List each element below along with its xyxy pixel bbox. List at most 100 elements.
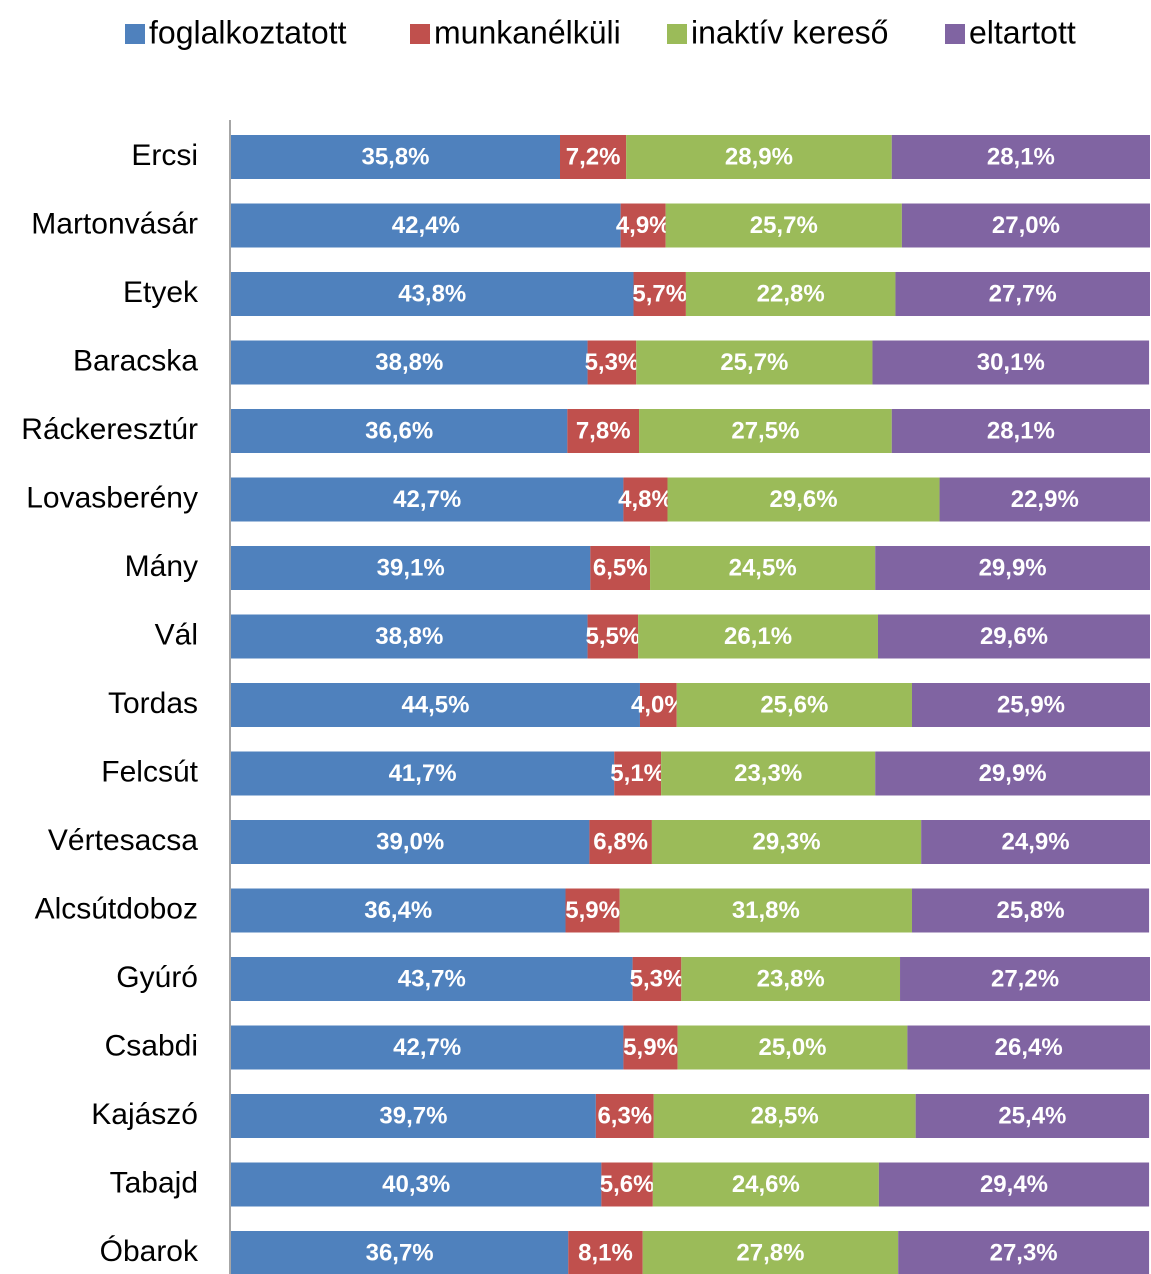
bar-segment — [901, 203, 1150, 248]
bar-segment — [626, 135, 892, 179]
bar-segment — [633, 272, 686, 316]
value-label: 42,4% — [392, 212, 460, 239]
category-label: Vál — [155, 618, 198, 651]
category-label: Mány — [125, 550, 198, 583]
bar-segment — [651, 820, 922, 864]
bar-segment — [231, 1231, 569, 1274]
value-label: 5,1% — [610, 760, 665, 787]
bar-segment — [878, 1162, 1150, 1207]
bar-segment — [921, 820, 1150, 864]
value-label: 29,9% — [979, 760, 1047, 787]
value-label: 6,3% — [597, 1102, 652, 1129]
value-label: 27,7% — [989, 280, 1057, 307]
value-label: 43,8% — [398, 280, 466, 307]
bar-segment — [560, 135, 627, 179]
category-label: Gyúró — [116, 961, 198, 994]
bar-segment — [231, 888, 566, 933]
value-label: 42,7% — [393, 1034, 461, 1061]
value-label: 36,6% — [365, 417, 433, 444]
value-label: 7,8% — [576, 417, 631, 444]
bar-segment — [589, 820, 652, 864]
value-label: 36,7% — [366, 1239, 434, 1266]
value-label: 25,4% — [998, 1102, 1066, 1129]
value-label: 30,1% — [977, 349, 1045, 376]
bar-segment — [231, 477, 624, 522]
value-label: 24,9% — [1002, 828, 1070, 855]
category-label: Etyek — [123, 276, 199, 309]
value-label: 26,4% — [995, 1034, 1063, 1061]
value-label: 41,7% — [389, 760, 457, 787]
value-label: 38,8% — [375, 623, 443, 650]
value-label: 26,1% — [724, 623, 792, 650]
bar-segment — [231, 1094, 596, 1138]
category-label: Ráckeresztúr — [21, 413, 198, 446]
category-label: Tordas — [108, 687, 198, 720]
bar-segment — [567, 409, 640, 453]
value-label: 22,8% — [757, 280, 825, 307]
value-label: 40,3% — [382, 1171, 450, 1198]
value-label: 4,9% — [616, 212, 671, 239]
bar-segment — [614, 751, 662, 796]
bar-segment — [877, 614, 1150, 659]
bar-segment — [939, 477, 1150, 522]
bar-segment — [895, 272, 1150, 316]
category-label: Baracska — [73, 344, 198, 377]
value-label: 24,5% — [729, 554, 797, 581]
bar-segment — [231, 546, 591, 590]
bar-segment — [911, 683, 1150, 727]
bar-segment — [911, 888, 1150, 933]
bar-segment — [231, 751, 615, 796]
value-label: 5,6% — [600, 1171, 655, 1198]
bar-segment — [231, 683, 640, 727]
value-label: 23,8% — [757, 965, 825, 992]
bar-segment — [231, 957, 633, 1001]
value-label: 5,3% — [585, 349, 640, 376]
legend-swatch — [125, 24, 145, 44]
value-label: 8,1% — [578, 1239, 633, 1266]
category-label: Csabdi — [105, 1029, 198, 1062]
bar-segment — [231, 340, 588, 385]
value-label: 39,0% — [376, 828, 444, 855]
bar-segment — [872, 340, 1150, 385]
value-label: 29,3% — [753, 828, 821, 855]
bar-segment — [652, 1162, 879, 1207]
value-label: 28,1% — [987, 417, 1055, 444]
bar-segment — [891, 409, 1150, 453]
legend-swatch — [410, 24, 430, 44]
value-label: 27,0% — [992, 212, 1060, 239]
category-label: Lovasberény — [26, 481, 198, 514]
bar-segment — [619, 888, 912, 933]
bar-segment — [639, 683, 677, 727]
bar-segment — [587, 340, 637, 385]
value-label: 44,5% — [401, 691, 469, 718]
bar-segment — [681, 957, 901, 1001]
value-label: 25,0% — [758, 1034, 826, 1061]
value-label: 6,8% — [593, 828, 648, 855]
bar-segment — [638, 614, 878, 659]
bar-segment — [677, 1025, 908, 1070]
legend-label: inaktív kereső — [691, 14, 888, 50]
value-label: 5,5% — [585, 623, 640, 650]
bar-segment — [636, 340, 873, 385]
bar-segment — [661, 751, 876, 796]
legend-label: foglalkoztatott — [149, 14, 347, 50]
category-label: Kajászó — [91, 1098, 198, 1131]
value-label: 27,3% — [990, 1239, 1058, 1266]
category-label: Tabajd — [110, 1166, 198, 1199]
value-label: 5,3% — [630, 965, 685, 992]
legend-label: eltartott — [969, 14, 1076, 50]
bar-segment — [231, 1025, 624, 1070]
value-label: 35,8% — [361, 143, 429, 170]
value-label: 25,7% — [750, 212, 818, 239]
value-label: 5,9% — [565, 897, 620, 924]
value-label: 31,8% — [732, 897, 800, 924]
category-label: Óbarok — [100, 1235, 199, 1268]
bar-segment — [231, 272, 634, 316]
value-label: 38,8% — [375, 349, 443, 376]
bar-segment — [642, 1231, 899, 1274]
bar-segment — [650, 546, 876, 590]
bar-segment — [676, 683, 912, 727]
value-label: 22,9% — [1011, 486, 1079, 513]
value-label: 25,8% — [996, 897, 1064, 924]
